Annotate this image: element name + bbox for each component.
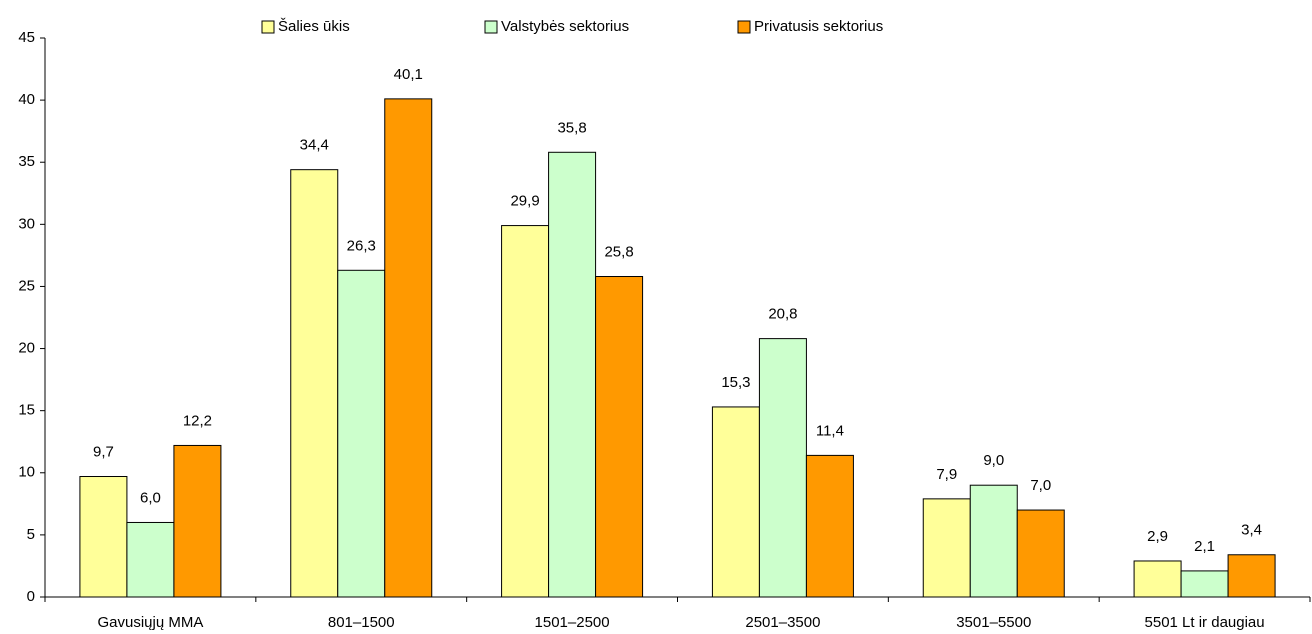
- y-tick-label: 0: [27, 588, 35, 605]
- x-tick-label: 1501–2500: [535, 614, 610, 631]
- bar: [1133, 560, 1182, 598]
- y-tick-label: 10: [18, 464, 35, 481]
- legend-label: Privatusis sektorius: [754, 18, 883, 35]
- y-tick-label: 35: [18, 153, 35, 170]
- legend-label: Šalies ūkis: [278, 18, 350, 35]
- data-label: 35,8: [557, 119, 586, 136]
- data-label: 34,4: [300, 137, 329, 154]
- bar: [337, 269, 386, 598]
- y-tick-label: 40: [18, 91, 35, 108]
- x-tick-label: Gavusiųjų MMA: [97, 614, 203, 631]
- x-tick-label: 5501 Lt ir daugiau: [1145, 614, 1265, 631]
- data-label: 6,0: [140, 489, 161, 506]
- data-label: 7,9: [936, 466, 957, 483]
- data-label: 40,1: [394, 66, 423, 83]
- bar: [548, 151, 597, 598]
- y-tick-label: 45: [18, 29, 35, 46]
- bar: [1227, 554, 1276, 598]
- legend-swatch: [261, 20, 275, 34]
- bar: [922, 498, 971, 598]
- data-label: 12,2: [183, 412, 212, 429]
- x-tick-label: 801–1500: [328, 614, 395, 631]
- data-label: 20,8: [768, 306, 797, 323]
- data-label: 3,4: [1241, 522, 1262, 539]
- data-label: 26,3: [347, 237, 376, 254]
- data-label: 7,0: [1030, 477, 1051, 494]
- y-tick-label: 25: [18, 277, 35, 294]
- data-label: 11,4: [816, 422, 844, 439]
- bar: [1180, 570, 1229, 598]
- data-label: 29,9: [510, 193, 539, 210]
- bar: [79, 476, 128, 598]
- data-label: 9,7: [93, 443, 114, 460]
- x-tick-label: 3501–5500: [956, 614, 1031, 631]
- y-tick-label: 30: [18, 215, 35, 232]
- y-tick-label: 15: [18, 402, 35, 419]
- bar: [805, 454, 854, 598]
- bar: [1016, 509, 1065, 598]
- bar: [595, 276, 644, 598]
- data-label: 2,9: [1147, 528, 1168, 545]
- data-label: 15,3: [721, 374, 750, 391]
- legend-swatch: [484, 20, 498, 34]
- x-tick-label: 2501–3500: [745, 614, 820, 631]
- legend-swatch: [737, 20, 751, 34]
- y-tick-label: 5: [27, 526, 35, 543]
- legend-label: Valstybės sektorius: [501, 18, 629, 35]
- y-tick-label: 20: [18, 340, 35, 357]
- bar: [290, 169, 339, 598]
- bar: [384, 98, 433, 598]
- bar: [969, 484, 1018, 598]
- bar: [173, 444, 222, 598]
- data-label: 25,8: [604, 243, 633, 260]
- bar: [126, 521, 175, 598]
- data-label: 2,1: [1194, 538, 1215, 555]
- data-label: 9,0: [983, 452, 1004, 469]
- bar: [711, 406, 760, 598]
- bar: [501, 225, 550, 598]
- bar: [758, 338, 807, 598]
